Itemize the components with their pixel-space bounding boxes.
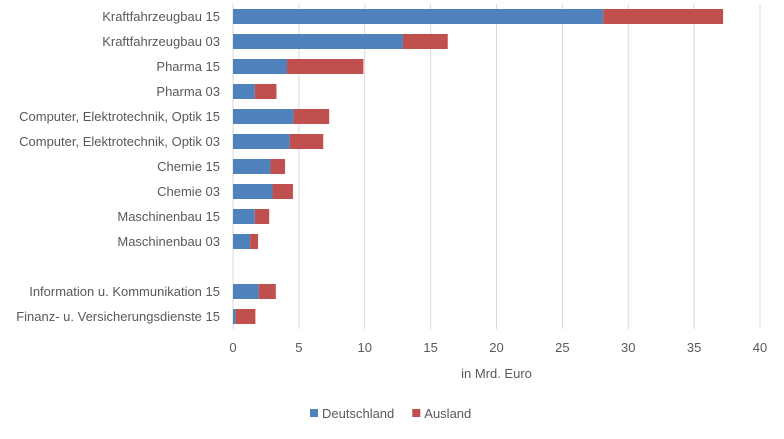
x-tick-label: 20 <box>489 340 503 355</box>
bar-deutschland <box>233 109 294 124</box>
category-label: Finanz- u. Versicherungsdienste 15 <box>16 309 220 324</box>
bar-ausland <box>250 234 259 249</box>
bar-deutschland <box>233 209 255 224</box>
bar-deutschland <box>233 184 273 199</box>
category-label: Information u. Kommunikation 15 <box>29 284 220 299</box>
bar-ausland <box>254 209 270 224</box>
x-axis-title: in Mrd. Euro <box>461 366 532 381</box>
category-label: Pharma 15 <box>156 59 220 74</box>
bar-ausland <box>287 59 364 74</box>
bar-deutschland <box>233 159 271 174</box>
bar-deutschland <box>233 9 604 24</box>
legend-label-deutschland: Deutschland <box>322 406 394 421</box>
x-tick-label: 0 <box>229 340 236 355</box>
bar-ausland <box>254 84 277 99</box>
bar-ausland <box>289 134 324 149</box>
bar-deutschland <box>233 309 236 324</box>
bar-ausland <box>272 184 293 199</box>
x-tick-label: 5 <box>295 340 302 355</box>
category-label: Chemie 03 <box>157 184 220 199</box>
bar-ausland <box>293 109 330 124</box>
bar-ausland <box>270 159 286 174</box>
x-tick-label: 40 <box>753 340 767 355</box>
bar-deutschland <box>233 134 290 149</box>
bar-ausland <box>258 284 276 299</box>
x-tick-label: 15 <box>423 340 437 355</box>
x-tick-label: 35 <box>687 340 701 355</box>
bar-deutschland <box>233 59 288 74</box>
category-label: Pharma 03 <box>156 84 220 99</box>
bar-deutschland <box>233 284 259 299</box>
x-tick-label: 10 <box>358 340 372 355</box>
bar-deutschland <box>233 234 251 249</box>
bar-ausland <box>603 9 724 24</box>
category-label: Computer, Elektrotechnik, Optik 15 <box>19 109 220 124</box>
category-label: Kraftfahrzeugbau 15 <box>102 9 220 24</box>
legend-swatch-ausland <box>412 409 421 417</box>
category-label: Maschinenbau 15 <box>117 209 220 224</box>
bar-deutschland <box>233 34 403 49</box>
x-tick-label: 30 <box>621 340 635 355</box>
category-label: Maschinenbau 03 <box>117 234 220 249</box>
bar-ausland <box>402 34 448 49</box>
legend-swatch-deutschland <box>310 409 318 417</box>
category-label: Kraftfahrzeugbau 03 <box>102 34 220 49</box>
category-label: Chemie 15 <box>157 159 220 174</box>
category-label: Computer, Elektrotechnik, Optik 03 <box>19 134 220 149</box>
bar-deutschland <box>233 84 255 99</box>
legend-label-ausland: Ausland <box>424 406 471 421</box>
x-tick-label: 25 <box>555 340 569 355</box>
bar-ausland <box>235 309 256 324</box>
